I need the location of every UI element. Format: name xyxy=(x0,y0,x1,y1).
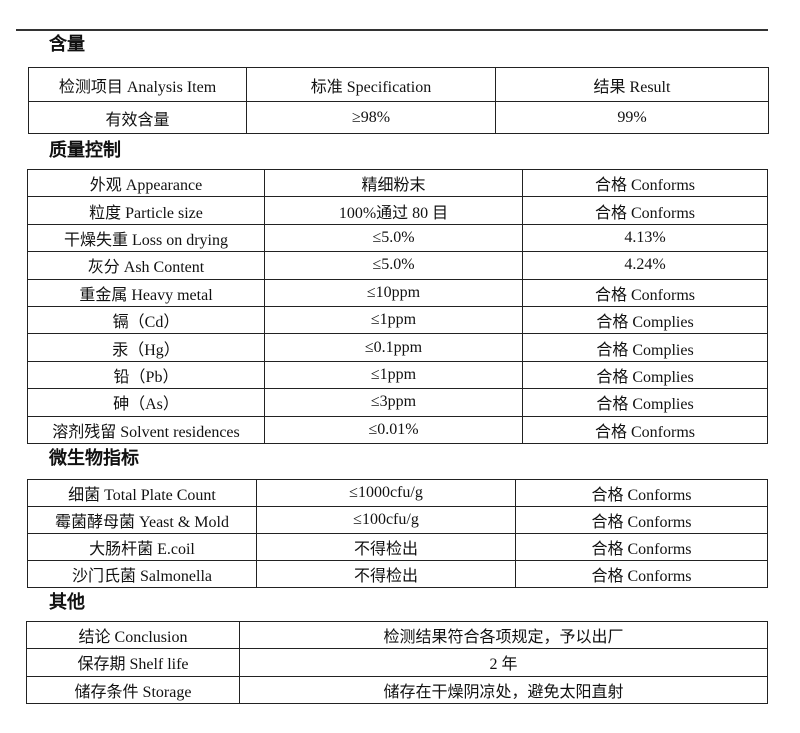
spec-cell: 检测结果符合各项规定，予以出厂 xyxy=(239,620,768,650)
result-cell: 99% xyxy=(495,101,769,134)
table-row: 干燥失重 Loss on drying ≤5.0% 4.13% xyxy=(27,223,768,253)
item-cell: 外观 Appearance xyxy=(27,168,265,198)
spec-cell: ≤5.0% xyxy=(264,251,523,280)
item-cell: 重金属 Heavy metal xyxy=(27,278,265,307)
table-row: 大肠杆菌 E.coil 不得检出 合格 Conforms xyxy=(27,533,768,561)
other-table: 结论 Conclusion 检测结果符合各项规定，予以出厂 保存期 Shelf li… xyxy=(26,620,768,704)
item-cell: 砷（As） xyxy=(27,388,265,417)
result-cell: 合格 Complies xyxy=(522,305,768,335)
section-title-other: 其他 xyxy=(49,592,85,613)
header-cell: 结果 Result xyxy=(495,67,769,102)
header-cell: 检测项目 Analysis Item xyxy=(28,67,247,102)
spec-cell: ≤100cfu/g xyxy=(256,506,516,534)
spec-cell: ≤0.01% xyxy=(264,415,523,444)
table-row: 外观 Appearance 精细粉末 合格 Conforms xyxy=(27,168,768,198)
item-cell: 霉菌酵母菌 Yeast & Mold xyxy=(27,506,257,534)
spec-cell: ≤0.1ppm xyxy=(264,333,523,362)
content-table: 检测项目 Analysis Item 标准 Specification 结果 R… xyxy=(28,67,769,134)
table-row: 保存期 Shelf life 2 年 xyxy=(26,648,768,677)
item-cell: 溶剂残留 Solvent residences xyxy=(27,415,265,444)
result-cell: 合格 Conforms xyxy=(522,196,768,225)
result-cell: 合格 Complies xyxy=(522,360,768,390)
spec-cell: 不得检出 xyxy=(256,533,516,561)
result-cell: 合格 Conforms xyxy=(515,533,768,561)
item-cell: 干燥失重 Loss on drying xyxy=(27,223,265,253)
result-cell: 合格 Conforms xyxy=(522,415,768,444)
item-cell: 有效含量 xyxy=(28,101,247,134)
item-cell: 镉（Cd） xyxy=(27,305,265,335)
item-cell: 结论 Conclusion xyxy=(26,620,240,650)
table-row: 储存条件 Storage 储存在干燥阴凉处，避免太阳直射 xyxy=(26,675,768,704)
item-cell: 保存期 Shelf life xyxy=(26,648,240,677)
spec-cell: 100%通过 80 目 xyxy=(264,196,523,225)
spec-cell: ≤1000cfu/g xyxy=(256,479,516,507)
quality-table: 外观 Appearance 精细粉末 合格 Conforms 粒度 Particle … xyxy=(27,168,768,444)
table-row: 汞（Hg） ≤0.1ppm 合格 Complies xyxy=(27,333,768,362)
spec-cell: 2 年 xyxy=(239,648,768,677)
spec-cell: 储存在干燥阴凉处，避免太阳直射 xyxy=(239,675,768,704)
table-row: 砷（As） ≤3ppm 合格 Complies xyxy=(27,388,768,417)
table-row: 重金属 Heavy metal ≤10ppm 合格 Conforms xyxy=(27,278,768,307)
spec-cell: 不得检出 xyxy=(256,560,516,588)
header-cell: 标准 Specification xyxy=(246,67,496,102)
table-row: 霉菌酵母菌 Yeast & Mold ≤100cfu/g 合格 Conforms xyxy=(27,506,768,534)
table-row: 溶剂残留 Solvent residences ≤0.01% 合格 Conforms xyxy=(27,415,768,444)
spec-cell: ≤3ppm xyxy=(264,388,523,417)
table-row: 粒度 Particle size 100%通过 80 目合格 Conforms xyxy=(27,196,768,225)
table-row: 沙门氏菌 Salmonella 不得检出 合格 Conforms xyxy=(27,560,768,588)
item-cell: 汞（Hg） xyxy=(27,333,265,362)
spec-cell: 精细粉末 xyxy=(264,168,523,198)
item-cell: 粒度 Particle size xyxy=(27,196,265,225)
table-row: 有效含量 ≥98% 99% xyxy=(28,101,769,134)
result-cell: 合格 Complies xyxy=(522,333,768,362)
item-cell: 铅（Pb） xyxy=(27,360,265,390)
section-title-content: 含量 xyxy=(49,34,85,55)
result-cell: 合格 Conforms xyxy=(522,278,768,307)
result-cell: 合格 Conforms xyxy=(515,506,768,534)
table-row: 细菌 Total Plate Count ≤1000cfu/g 合格 Conform… xyxy=(27,479,768,507)
table-row: 灰分 Ash Content ≤5.0% 4.24% xyxy=(27,251,768,280)
micro-table: 细菌 Total Plate Count ≤1000cfu/g 合格 Conform… xyxy=(27,479,768,588)
item-cell: 细菌 Total Plate Count xyxy=(27,479,257,507)
item-cell: 储存条件 Storage xyxy=(26,675,240,704)
item-cell: 沙门氏菌 Salmonella xyxy=(27,560,257,588)
table-row: 结论 Conclusion 检测结果符合各项规定，予以出厂 xyxy=(26,620,768,650)
result-cell: 合格 Conforms xyxy=(515,479,768,507)
spec-cell: ≥98% xyxy=(246,101,496,134)
spec-cell: ≤1ppm xyxy=(264,360,523,390)
top-rule xyxy=(16,29,768,31)
result-cell: 合格 Conforms xyxy=(522,168,768,198)
result-cell: 4.24% xyxy=(522,251,768,280)
spec-cell: ≤1ppm xyxy=(264,305,523,335)
table-row: 镉（Cd） ≤1ppm 合格 Complies xyxy=(27,305,768,335)
spec-cell: ≤10ppm xyxy=(264,278,523,307)
table-header-row: 检测项目 Analysis Item 标准 Specification 结果 R… xyxy=(28,67,769,102)
result-cell: 合格 Complies xyxy=(522,388,768,417)
item-cell: 灰分 Ash Content xyxy=(27,251,265,280)
item-cell: 大肠杆菌 E.coil xyxy=(27,533,257,561)
spec-cell: ≤5.0% xyxy=(264,223,523,253)
section-title-micro: 微生物指标 xyxy=(49,448,139,469)
section-title-quality: 质量控制 xyxy=(49,140,121,161)
result-cell: 4.13% xyxy=(522,223,768,253)
result-cell: 合格 Conforms xyxy=(515,560,768,588)
table-row: 铅（Pb） ≤1ppm 合格 Complies xyxy=(27,360,768,390)
